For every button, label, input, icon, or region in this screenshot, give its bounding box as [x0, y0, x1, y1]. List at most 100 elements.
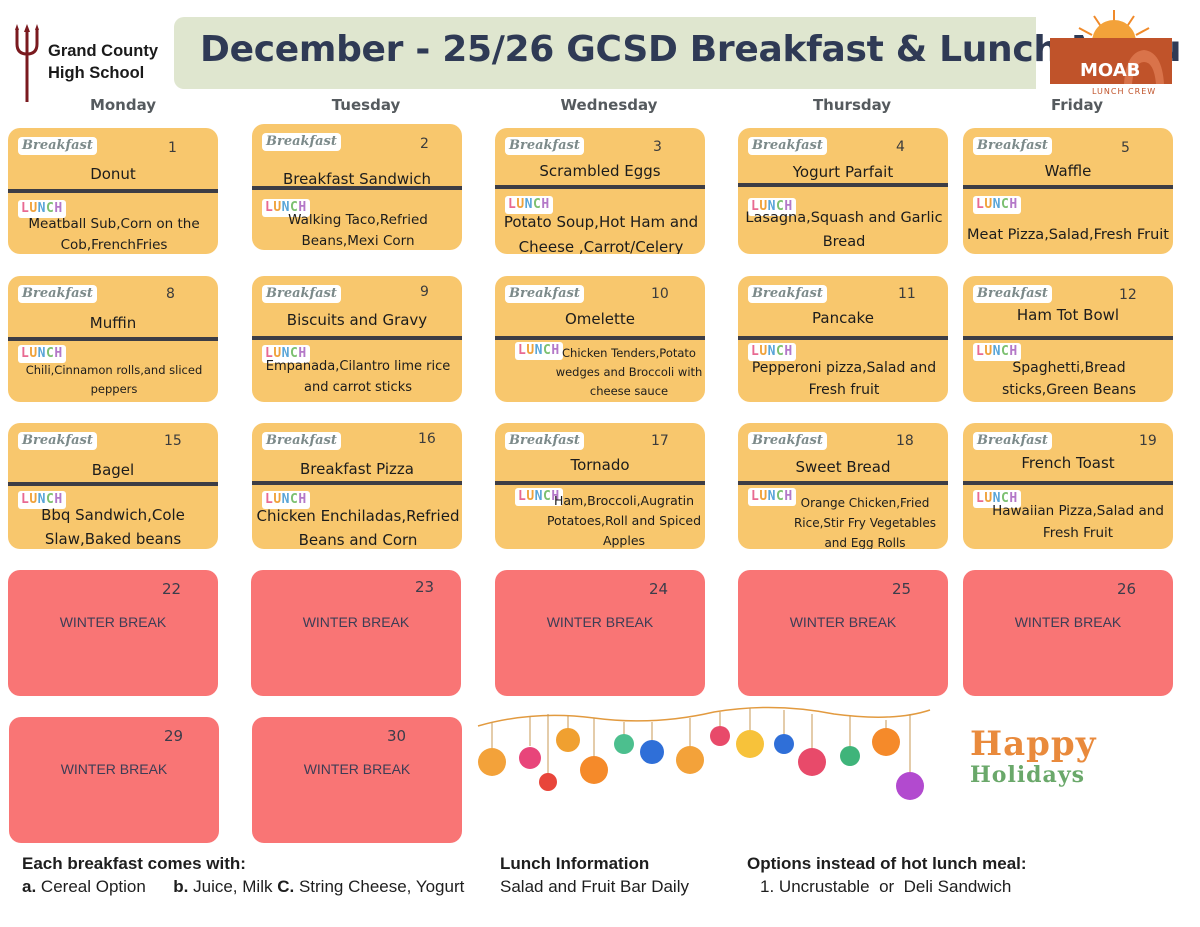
menu-day-8: Breakfast 8 Muffin LUNCH Chili,Cinnamon … [8, 276, 218, 402]
options-marker: 1. [760, 877, 775, 896]
lunch-tag: LUNCH [18, 345, 66, 363]
breakfast-item: Breakfast Pizza [300, 460, 414, 478]
breakfast-tag: Breakfast [748, 137, 827, 155]
breakfast-tag: Breakfast [18, 432, 97, 450]
breakfast-item: Scrambled Eggs [539, 162, 661, 180]
winter-break-label: WINTER BREAK [303, 761, 411, 777]
winter-break-label: WINTER BREAK [1014, 614, 1122, 630]
menu-day-2: Breakfast 2 Breakfast Sandwich LUNCH Wal… [252, 124, 462, 250]
breakfast-item: Ham Tot Bowl [1016, 306, 1120, 324]
divider [738, 481, 948, 485]
winter-break-23: 23 WINTER BREAK [251, 570, 461, 696]
winter-break-label: WINTER BREAK [302, 614, 410, 630]
lunch-tag: LUNCH [505, 196, 553, 214]
menu-day-3: Breakfast 3 Scrambled Eggs LUNCH Potato … [495, 128, 705, 254]
breakfast-item: Omelette [564, 310, 636, 328]
date-number: 24 [649, 580, 669, 598]
option-b-text: Juice, Milk [193, 877, 273, 896]
menu-day-19: Breakfast 19 French Toast LUNCH Hawaiian… [963, 423, 1173, 549]
breakfast-item: Donut [90, 165, 136, 183]
winter-break-29: 29 WINTER BREAK [9, 717, 219, 843]
date-number: 3 [653, 139, 662, 155]
breakfast-item: Tornado [570, 456, 630, 474]
menu-day-15: Breakfast 15 Bagel LUNCH Bbq Sandwich,Co… [8, 423, 218, 549]
options-text: Uncrustable or Deli Sandwich [778, 877, 1012, 896]
date-number: 12 [1119, 287, 1137, 303]
winter-break-30: 30 WINTER BREAK [252, 717, 462, 843]
lunch-item: Spaghetti,Bread sticks,Green Beans [1001, 360, 1137, 398]
winter-break-26: 26 WINTER BREAK [963, 570, 1173, 696]
lunch-tag: LUNCH [748, 488, 796, 506]
menu-day-12: Breakfast 12 Ham Tot Bowl LUNCH Spaghett… [963, 276, 1173, 402]
lunch-tag: LUNCH [748, 198, 796, 216]
breakfast-tag: Breakfast [973, 137, 1052, 155]
date-number: 5 [1121, 140, 1130, 156]
lunch-item: Meat Pizza,Salad,Fresh Fruit [967, 227, 1169, 243]
date-number: 17 [651, 433, 669, 449]
breakfast-item: Pancake [812, 309, 874, 327]
lunch-item: Chicken Tenders,Potato wedges and Brocco… [555, 346, 703, 398]
ornament-garland-image [477, 706, 931, 800]
lunch-item: Lasagna,Squash and Garlic Bread [745, 210, 943, 250]
logo-subtext: LUNCH CREW [1092, 87, 1156, 96]
breakfast-item: Yogurt Parfait [792, 163, 894, 181]
date-number: 25 [892, 580, 912, 598]
date-number: 10 [651, 286, 669, 302]
day-thursday: Thursday [812, 96, 892, 114]
breakfast-tag: Breakfast [262, 432, 341, 450]
lunch-item: Hawaiian Pizza,Salad and Fresh Fruit [992, 503, 1164, 541]
lunch-tag: LUNCH [262, 199, 310, 217]
lunch-tag: LUNCH [748, 343, 796, 361]
winter-break-24: 24 WINTER BREAK [495, 570, 705, 696]
divider [8, 482, 218, 486]
lunch-item: Ham,Broccoli,Augratin Potatoes,Roll and … [546, 493, 702, 548]
happy-holidays-line2: Holidays [970, 762, 1085, 788]
date-number: 1 [168, 140, 177, 156]
divider [495, 185, 705, 189]
school-name: Grand County High School [48, 42, 158, 82]
option-c-text: String Cheese, Yogurt [298, 877, 465, 896]
menu-day-18: Breakfast 18 Sweet Bread LUNCH Orange Ch… [738, 423, 948, 549]
date-number: 18 [896, 433, 914, 449]
winter-break-label: WINTER BREAK [546, 614, 654, 630]
winter-break-22: 22 WINTER BREAK [8, 570, 218, 696]
winter-break-label: WINTER BREAK [60, 761, 168, 777]
breakfast-item: French Toast [1021, 454, 1115, 472]
logo-text: MOAB [1080, 60, 1140, 81]
breakfast-tag: Breakfast [18, 137, 97, 155]
menu-day-11: Breakfast 11 Pancake LUNCH Pepperoni piz… [738, 276, 948, 402]
divider [8, 189, 218, 193]
moab-lunch-crew-logo: MOAB LUNCH CREW [1050, 10, 1172, 96]
lunch-tag: LUNCH [515, 342, 563, 360]
lunch-tag: LUNCH [973, 343, 1021, 361]
lunch-tag: LUNCH [515, 488, 563, 506]
date-number: 19 [1139, 433, 1157, 449]
lunch-tag: LUNCH [262, 491, 310, 509]
option-c-marker: C. [277, 877, 295, 896]
breakfast-tag: Breakfast [262, 285, 341, 303]
page-title: December - 25/26 GCSD Breakfast & Lunch … [200, 29, 1182, 70]
breakfast-item: Waffle [1044, 162, 1092, 180]
menu-day-9: Breakfast 9 Biscuits and Gravy LUNCH Emp… [252, 276, 462, 402]
lunch-info-text: Salad and Fruit Bar Daily [500, 877, 689, 896]
lunch-tag: LUNCH [18, 491, 66, 509]
divider [495, 336, 705, 340]
trident-icon [15, 24, 39, 102]
breakfast-item: Sweet Bread [795, 458, 891, 476]
date-number: 15 [164, 433, 182, 449]
date-number: 11 [898, 286, 916, 302]
lunch-item: Walking Taco,Refried Beans,Mexi Corn [288, 212, 428, 249]
happy-holidays-graphic: Happy Holidays [964, 724, 1114, 804]
date-number: 29 [164, 727, 184, 745]
divider [738, 336, 948, 340]
date-number: 8 [166, 286, 175, 302]
day-wednesday: Wednesday [560, 96, 658, 114]
breakfast-item: Muffin [89, 314, 137, 332]
lunch-tag: LUNCH [18, 200, 66, 218]
date-number: 16 [418, 431, 436, 447]
breakfast-tag: Breakfast [18, 285, 97, 303]
winter-break-label: WINTER BREAK [59, 614, 167, 630]
lunch-item: Potato Soup,Hot Ham and Cheese ,Carrot/C… [503, 213, 699, 254]
divider [252, 481, 462, 485]
option-a-marker: a. [22, 877, 37, 896]
